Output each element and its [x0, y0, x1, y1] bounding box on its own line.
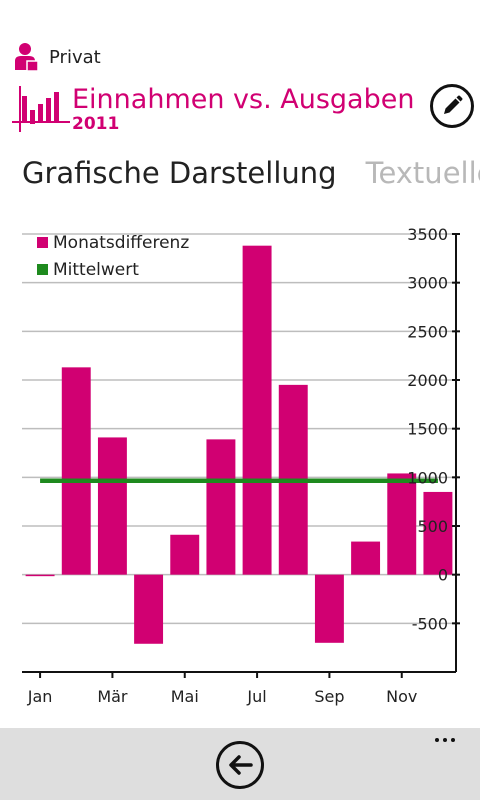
y-tick-label: 500 — [417, 517, 448, 536]
back-arrow-icon — [229, 755, 253, 775]
bar-Jul — [242, 245, 272, 575]
app-header: Privat Einnahmen vs. Ausgaben 2011 — [0, 0, 480, 150]
legend-label: Monatsdifferenz — [53, 233, 189, 253]
bar-Nov — [387, 473, 417, 575]
bar-Mai — [170, 534, 200, 575]
y-tick-label: 2000 — [407, 371, 448, 390]
x-tick-label: Jul — [246, 687, 266, 706]
bar-chart-logo-icon — [12, 86, 70, 132]
tab-textuelle-darstellung[interactable]: Textuelle Darstellung — [365, 156, 480, 190]
account-label: Privat — [49, 46, 101, 68]
x-tick-label: Mai — [171, 687, 199, 706]
bar-Dez — [423, 491, 453, 575]
pencil-icon — [444, 95, 463, 114]
more-dots-icon — [435, 738, 439, 742]
y-tick-label: 3500 — [407, 225, 448, 244]
tab-grafische-darstellung[interactable]: Grafische Darstellung — [22, 156, 337, 190]
bar-Feb — [61, 367, 91, 575]
legend-swatch — [37, 264, 48, 275]
x-tick-label: Jan — [27, 687, 53, 706]
app-bar — [0, 728, 480, 800]
x-tick-label: Nov — [386, 687, 417, 706]
bar-Okt — [351, 541, 381, 575]
edit-button[interactable] — [430, 84, 474, 128]
back-button[interactable] — [216, 741, 264, 789]
y-tick-label: 2500 — [407, 322, 448, 341]
bar-Sep — [314, 574, 344, 643]
bar-Apr — [134, 574, 164, 644]
bar-chart: -500 0 500 1000 1500 2000 2500 3000 3500 Jan Mär M… — [22, 225, 460, 706]
app-title: Einnahmen vs. Ausgaben — [72, 84, 415, 115]
y-tick-label: 0 — [438, 566, 448, 585]
app-title-row: Einnahmen vs. Ausgaben 2011 — [12, 84, 415, 136]
y-tick-label: 1500 — [407, 420, 448, 439]
app-year: 2011 — [72, 114, 120, 134]
bar-Jun — [206, 439, 236, 575]
legend-label: Mittelwert — [53, 260, 139, 280]
y-tick-label: -500 — [412, 614, 448, 633]
account-row: Privat — [13, 40, 101, 74]
bar-Mär — [97, 437, 127, 575]
person-icon — [15, 43, 39, 72]
bar-Jan — [25, 574, 55, 577]
more-options-button[interactable] — [428, 728, 462, 752]
x-tick-label: Sep — [314, 687, 344, 706]
x-tick-label: Mär — [97, 687, 128, 706]
y-tick-label: 1000 — [407, 468, 448, 487]
legend-swatch — [37, 237, 48, 248]
pivot-header: Grafische Darstellung Textuelle Darstell… — [22, 156, 480, 200]
y-tick-label: 3000 — [407, 274, 448, 293]
